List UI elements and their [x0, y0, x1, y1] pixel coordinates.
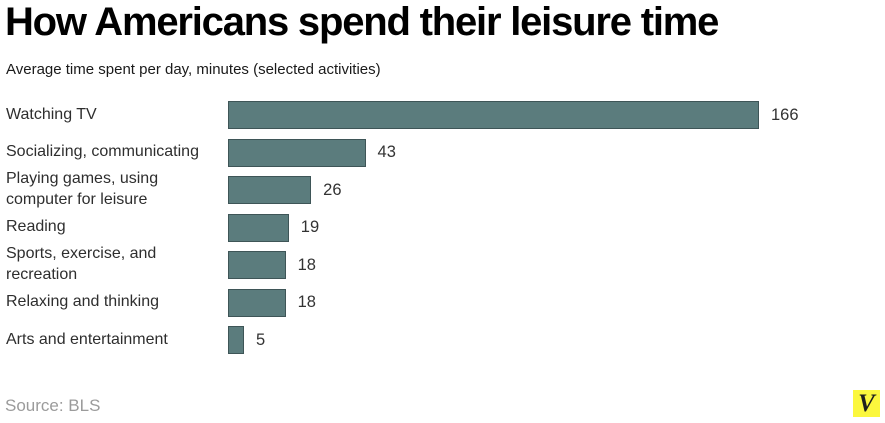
category-label: Socializing, communicating: [6, 143, 199, 161]
chart-row: Relaxing and thinking 18: [6, 288, 885, 317]
chart-row: Playing games, using computer for leisur…: [6, 170, 885, 208]
vox-logo-letter: V: [858, 389, 875, 417]
vox-logo: V: [853, 390, 880, 417]
chart-row: Watching TV 166: [6, 101, 885, 129]
value-label: 18: [297, 255, 316, 274]
category-label: Watching TV: [6, 105, 97, 123]
value-label: 26: [323, 180, 342, 199]
category-label: Relaxing and thinking: [6, 293, 159, 311]
value-label: 18: [297, 293, 316, 311]
category-label: Playing games, using computer for leisur…: [6, 170, 159, 208]
bar: [228, 138, 366, 167]
value-label: 166: [771, 105, 799, 124]
chart-row: Reading 19: [6, 213, 885, 242]
bar: [228, 176, 312, 204]
value-label: 19: [300, 218, 320, 236]
bar: [228, 326, 244, 354]
bar: [228, 101, 759, 129]
category-label: Reading: [6, 218, 66, 236]
bar: [228, 288, 286, 317]
chart-subtitle: Average time spent per day, minutes (sel…: [6, 61, 381, 78]
chart-row: Arts and entertainment 5: [6, 326, 885, 354]
bar: [228, 213, 289, 242]
source-credit: Source: BLS: [5, 396, 101, 415]
value-label: 43: [377, 143, 396, 161]
value-label: 5: [255, 330, 266, 349]
chart-row: Sports, exercise, and recreation 18: [6, 245, 885, 283]
category-label: Sports, exercise, and recreation: [6, 245, 157, 283]
chart-title: How Americans spend their leisure time: [5, 0, 719, 44]
bar-chart: Watching TV 166 Socializing, communicating…: [6, 101, 885, 364]
bar: [228, 251, 286, 279]
category-label: Arts and entertainment: [6, 330, 168, 348]
chart-row: Socializing, communicating 43: [6, 138, 885, 167]
